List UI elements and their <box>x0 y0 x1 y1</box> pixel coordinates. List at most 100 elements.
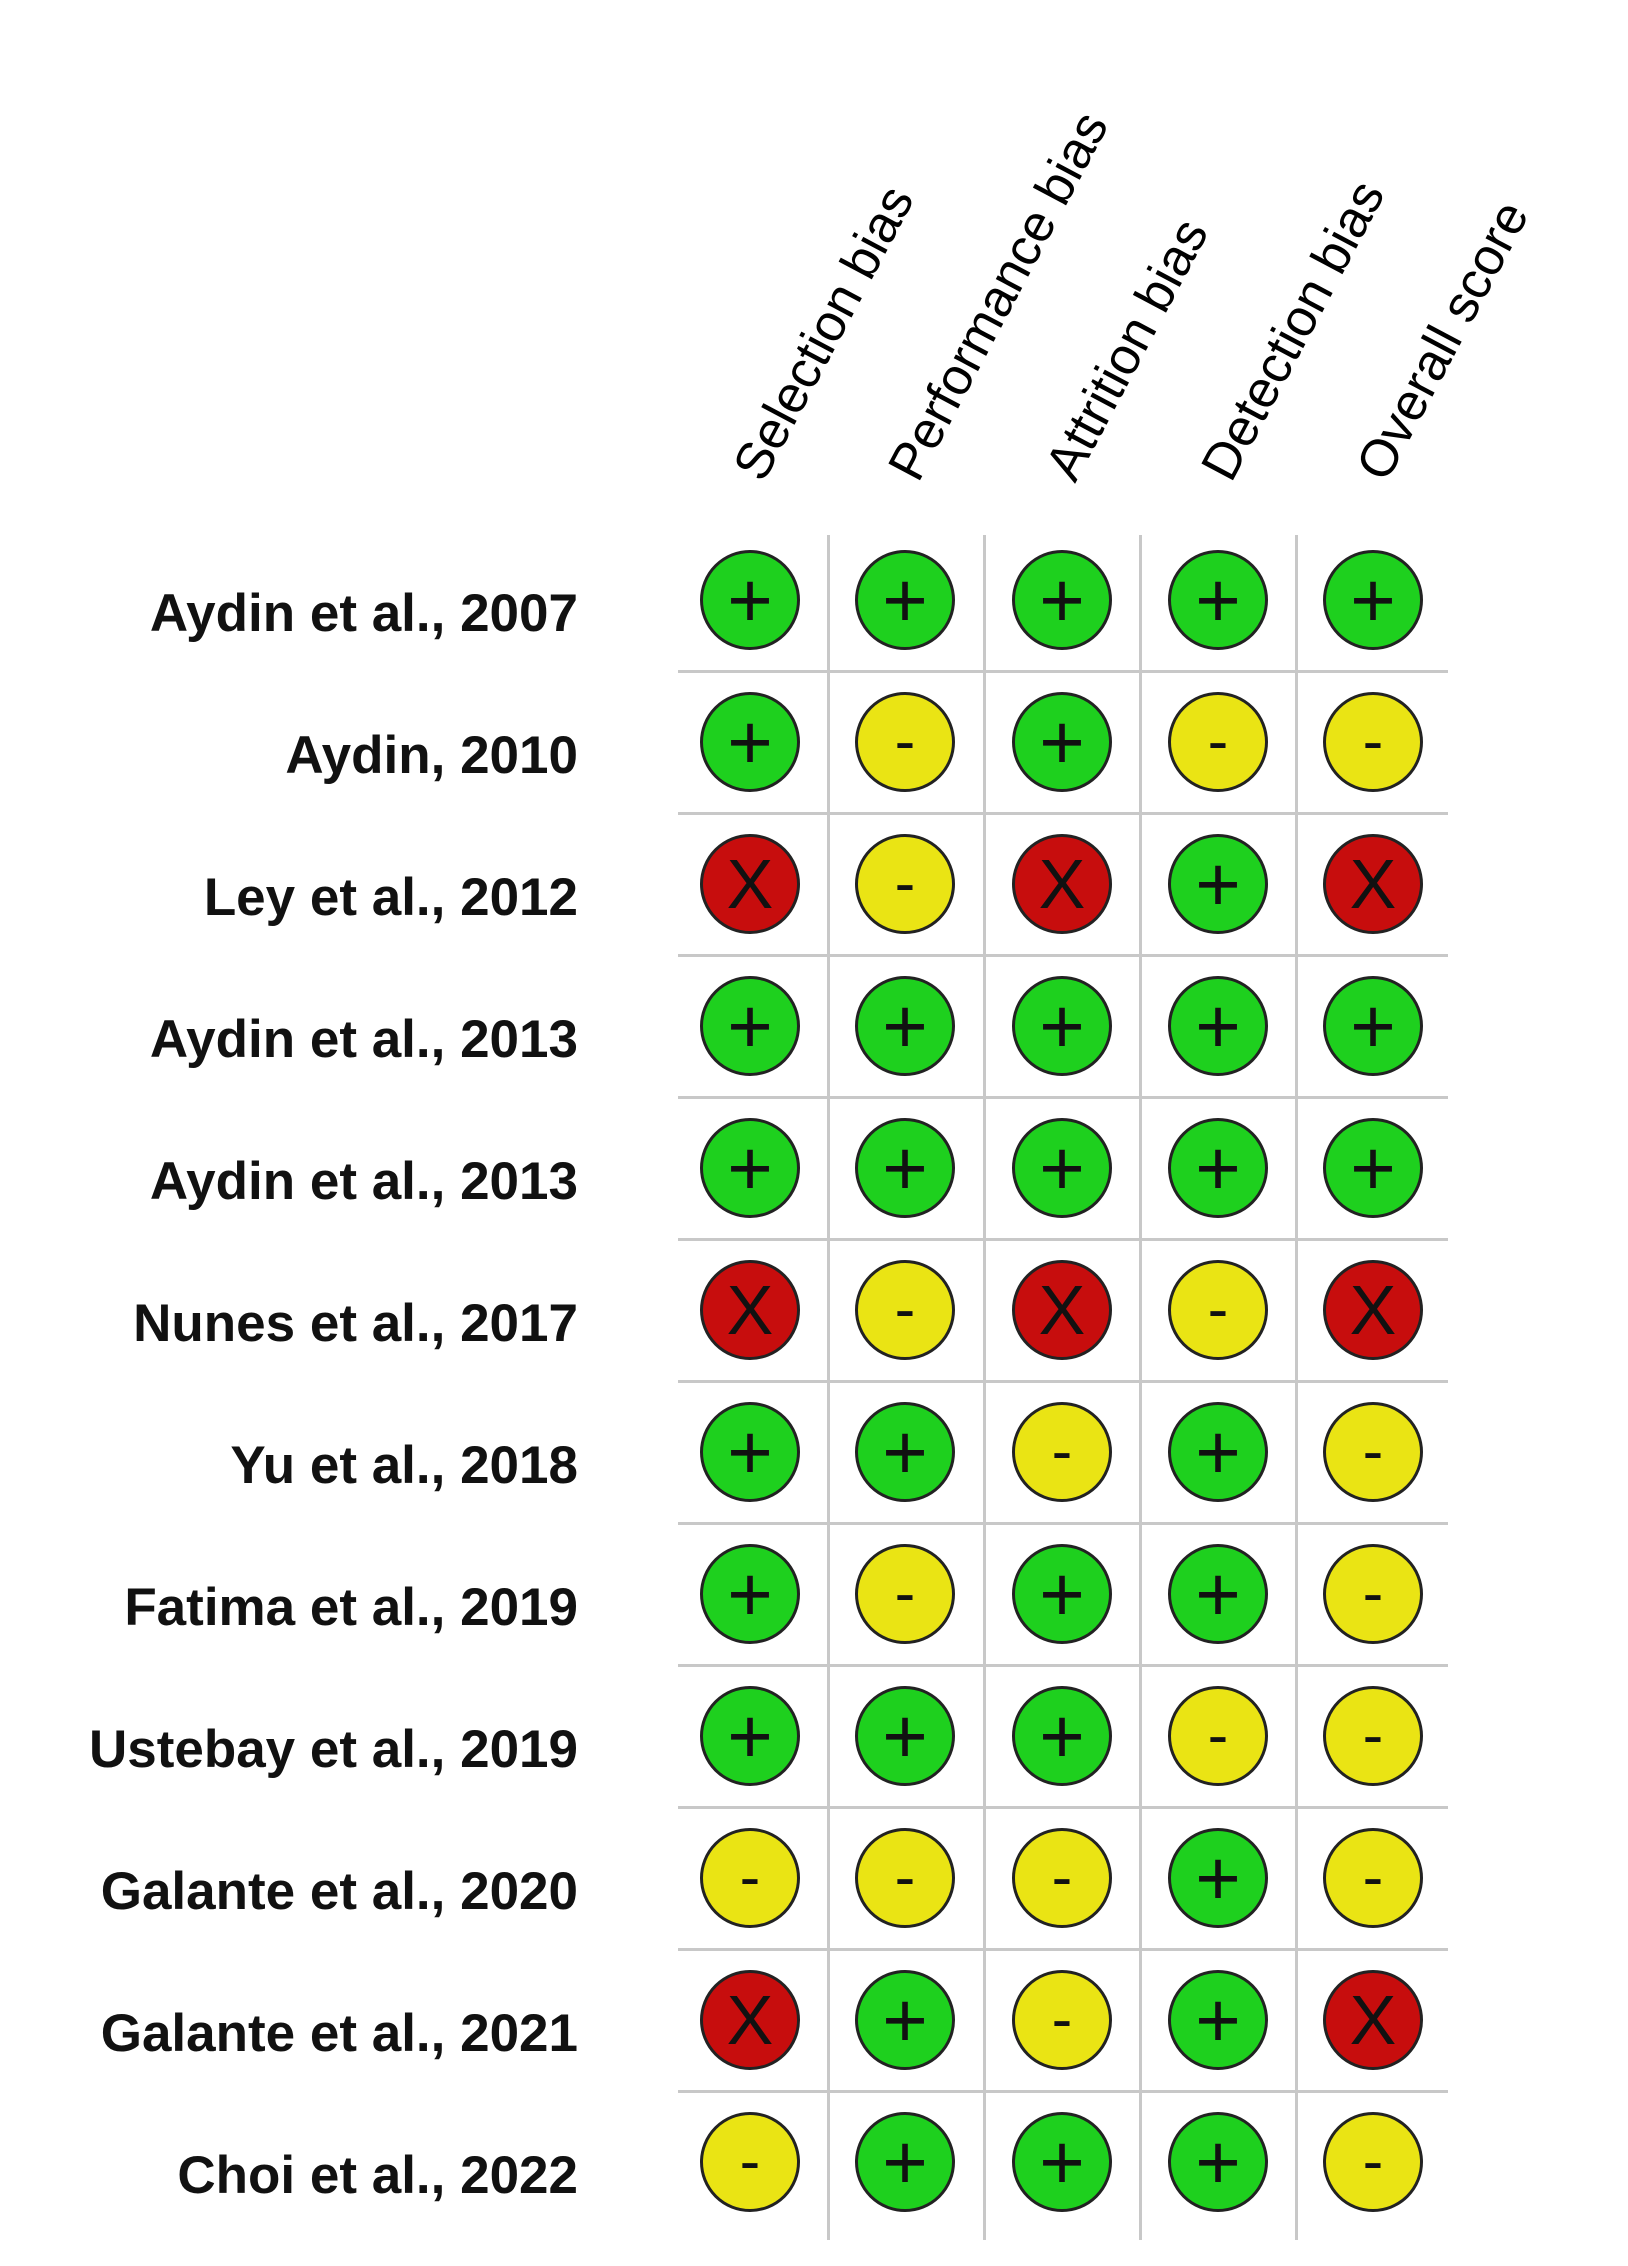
rating-symbol: - <box>1051 1843 1073 1912</box>
rating-symbol: - <box>894 1275 916 1344</box>
rating-symbol: + <box>1195 1976 1241 2064</box>
rating-mark-some: - <box>855 692 955 792</box>
rating-symbol: + <box>1195 1550 1241 1638</box>
rating-mark-low: + <box>1168 2112 1268 2212</box>
rating-mark-high: X <box>1012 1260 1112 1360</box>
rating-mark-some: - <box>1168 1260 1268 1360</box>
rating-symbol: - <box>1051 1985 1073 2054</box>
grid-line-horizontal <box>678 1380 1448 1383</box>
grid-line-vertical <box>1295 535 1298 2240</box>
study-label: Ley et al., 2012 <box>203 868 578 927</box>
rating-symbol: - <box>894 707 916 776</box>
rating-symbol: + <box>1039 2118 1085 2206</box>
rating-mark-some: - <box>855 1260 955 1360</box>
study-label: Aydin et al., 2013 <box>149 1152 578 1211</box>
rating-symbol: + <box>1350 982 1396 1070</box>
rating-mark-some: - <box>1168 1686 1268 1786</box>
rating-symbol: - <box>1362 707 1384 776</box>
rating-symbol: - <box>1051 1417 1073 1486</box>
study-label: Galante et al., 2020 <box>100 1862 578 1921</box>
rating-symbol: + <box>727 1550 773 1638</box>
rating-mark-low: + <box>700 1402 800 1502</box>
grid-line-horizontal <box>678 812 1448 815</box>
rating-symbol: + <box>882 2118 928 2206</box>
rating-symbol: + <box>1195 1834 1241 1922</box>
rating-mark-low: + <box>1012 1686 1112 1786</box>
rating-symbol: + <box>882 556 928 644</box>
rating-mark-some: - <box>700 2112 800 2212</box>
rating-mark-high: X <box>700 1260 800 1360</box>
rating-symbol: + <box>1195 1408 1241 1496</box>
rating-symbol: X <box>1349 1981 1397 2059</box>
rating-symbol: X <box>1349 1271 1397 1349</box>
rating-mark-some: - <box>1168 692 1268 792</box>
rating-mark-some: - <box>1323 1544 1423 1644</box>
rating-mark-low: + <box>1168 1970 1268 2070</box>
rating-symbol: - <box>894 1559 916 1628</box>
rating-symbol: + <box>1195 982 1241 1070</box>
rating-mark-low: + <box>855 2112 955 2212</box>
rating-mark-low: + <box>855 550 955 650</box>
rating-symbol: - <box>1362 1701 1384 1770</box>
rating-symbol: + <box>1039 556 1085 644</box>
rating-mark-high: X <box>700 834 800 934</box>
rating-symbol: + <box>1039 1124 1085 1212</box>
rating-symbol: + <box>1350 556 1396 644</box>
rating-mark-low: + <box>1168 976 1268 1076</box>
grid-line-horizontal <box>678 1664 1448 1667</box>
rating-mark-low: + <box>1168 1544 1268 1644</box>
rating-symbol: - <box>1362 1559 1384 1628</box>
rating-symbol: + <box>1039 698 1085 786</box>
rating-mark-some: - <box>855 834 955 934</box>
rating-symbol: + <box>1039 1550 1085 1638</box>
rating-symbol: + <box>727 556 773 644</box>
rating-mark-low: + <box>1323 976 1423 1076</box>
grid-line-vertical <box>827 535 830 2240</box>
rating-symbol: + <box>727 1408 773 1496</box>
rating-mark-some: - <box>1323 692 1423 792</box>
rating-mark-high: X <box>1323 1970 1423 2070</box>
grid-line-horizontal <box>678 1522 1448 1525</box>
rating-mark-some: - <box>855 1544 955 1644</box>
grid-line-horizontal <box>678 954 1448 957</box>
rating-mark-some: - <box>855 1828 955 1928</box>
rating-symbol: + <box>1350 1124 1396 1212</box>
rating-symbol: + <box>727 698 773 786</box>
rating-mark-low: + <box>700 976 800 1076</box>
rating-mark-low: + <box>700 1686 800 1786</box>
rating-mark-some: - <box>1323 1402 1423 1502</box>
rating-symbol: + <box>882 982 928 1070</box>
rating-mark-low: + <box>700 1544 800 1644</box>
study-label: Choi et al., 2022 <box>177 2146 578 2205</box>
rating-symbol: X <box>726 845 774 923</box>
grid-line-horizontal <box>678 670 1448 673</box>
rating-symbol: - <box>894 1843 916 1912</box>
rating-symbol: - <box>1207 1275 1229 1344</box>
rating-symbol: + <box>1195 840 1241 928</box>
rating-symbol: + <box>727 982 773 1070</box>
rating-symbol: - <box>1362 2127 1384 2196</box>
rating-symbol: + <box>727 1124 773 1212</box>
rating-mark-low: + <box>1168 1828 1268 1928</box>
grid-line-vertical <box>1139 535 1142 2240</box>
rating-symbol: + <box>882 1692 928 1780</box>
study-label: Fatima et al., 2019 <box>124 1578 578 1637</box>
rating-mark-low: + <box>855 1402 955 1502</box>
rating-mark-low: + <box>1012 1544 1112 1644</box>
rating-mark-low: + <box>1012 976 1112 1076</box>
study-label: Nunes et al., 2017 <box>133 1294 578 1353</box>
study-label: Aydin et al., 2007 <box>149 584 578 643</box>
rating-mark-high: X <box>700 1970 800 2070</box>
rating-symbol: X <box>1038 845 1086 923</box>
rating-symbol: - <box>894 849 916 918</box>
study-label: Aydin et al., 2013 <box>149 1010 578 1069</box>
rating-symbol: - <box>1207 1701 1229 1770</box>
grid-line-horizontal <box>678 2090 1448 2093</box>
rating-symbol: + <box>1195 556 1241 644</box>
rating-mark-low: + <box>1012 1118 1112 1218</box>
rating-symbol: + <box>1195 1124 1241 1212</box>
study-label: Yu et al., 2018 <box>230 1436 578 1495</box>
rating-mark-low: + <box>700 692 800 792</box>
rating-mark-low: + <box>855 1970 955 2070</box>
grid-line-horizontal <box>678 1238 1448 1241</box>
